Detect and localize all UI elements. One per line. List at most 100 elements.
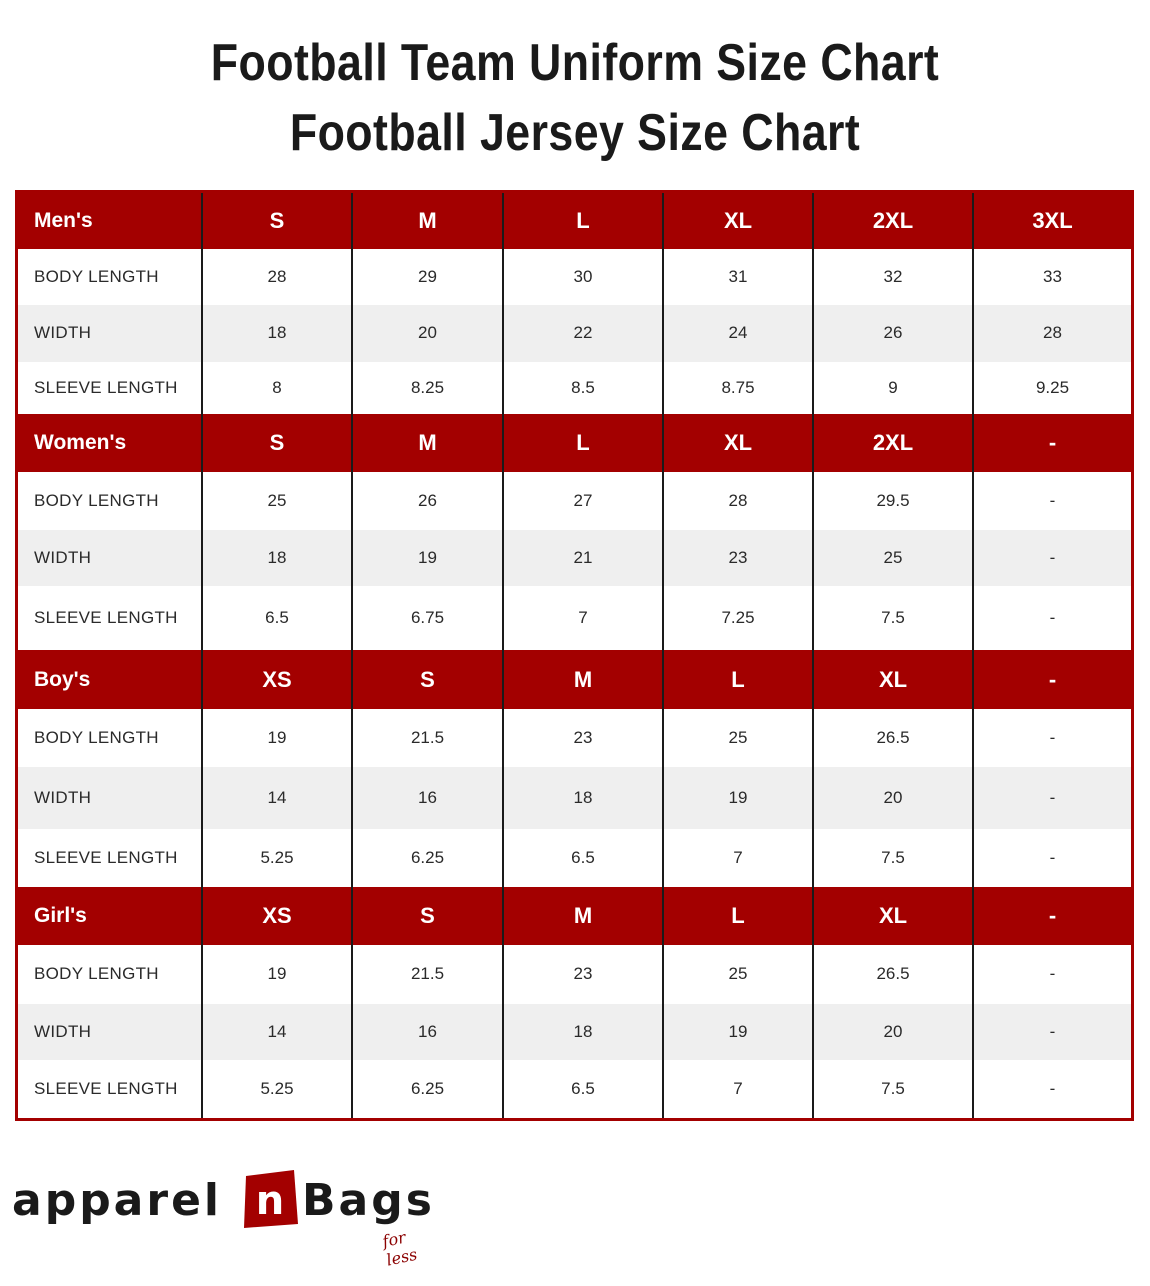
- measurement-value: 6.5: [502, 1059, 663, 1118]
- measurement-value: 7.5: [812, 1059, 973, 1118]
- size-header: S: [201, 413, 352, 472]
- measurement-value: 25: [662, 708, 813, 767]
- measurement-value: 33: [972, 249, 1131, 306]
- measurement-value: 8.25: [351, 361, 503, 414]
- size-header: S: [201, 193, 352, 250]
- logo-text-right: Bags: [302, 1175, 435, 1226]
- measurement-value: 7.25: [662, 586, 813, 651]
- size-header: 3XL: [972, 193, 1131, 250]
- size-header: -: [972, 413, 1131, 472]
- table-row: BODY LENGTH 19 21.5 23 25 26.5-: [18, 945, 1131, 1004]
- measurement-value: 28: [201, 249, 352, 306]
- brand-logo: apparel n Bags for less: [12, 1168, 442, 1270]
- measurement-value: 5.25: [201, 1059, 352, 1118]
- measurement-label: BODY LENGTH: [34, 964, 159, 984]
- size-header: S: [351, 887, 503, 946]
- measurement-value: 18: [502, 1003, 663, 1060]
- measurement-value: -: [972, 945, 1131, 1004]
- measurement-value: 26.5: [812, 708, 973, 767]
- section-header-row: Girl's XS S M L XL -: [18, 887, 1131, 946]
- measurement-value: 14: [201, 766, 352, 829]
- measurement-value: 19: [662, 1003, 813, 1060]
- measurement-value: 28: [662, 471, 813, 531]
- page-header: Football Team Uniform Size Chart Footbal…: [0, 28, 1150, 168]
- size-header: M: [502, 887, 663, 946]
- table-row: SLEEVE LENGTH 5.25 6.25 6.5 7 7.5-: [18, 828, 1131, 888]
- section-label: Men's: [18, 193, 202, 250]
- size-header: XS: [201, 650, 352, 709]
- size-header: L: [662, 650, 813, 709]
- size-header: XL: [662, 193, 813, 250]
- measurement-label: SLEEVE LENGTH: [34, 377, 178, 397]
- size-header: L: [502, 193, 663, 250]
- measurement-value: 26: [351, 471, 503, 531]
- measurement-label: BODY LENGTH: [34, 267, 159, 287]
- measurement-label: SLEEVE LENGTH: [34, 608, 178, 628]
- size-header: 2XL: [812, 413, 973, 472]
- measurement-label: WIDTH: [18, 530, 202, 587]
- page-subtitle: Football Jersey Size Chart: [289, 104, 861, 162]
- measurement-value: 23: [502, 945, 663, 1004]
- measurement-value: 7.5: [812, 586, 973, 651]
- measurement-value: -: [972, 766, 1131, 829]
- measurement-label: BODY LENGTH: [34, 490, 159, 510]
- measurement-value: 29: [351, 249, 503, 306]
- measurement-value: 9.25: [972, 361, 1131, 414]
- measurement-value: 18: [502, 766, 663, 829]
- measurement-value: 20: [812, 766, 973, 829]
- section-label: Girl's: [18, 887, 202, 946]
- measurement-label: SLEEVE LENGTH: [34, 1078, 178, 1098]
- measurement-value: 18: [201, 305, 352, 362]
- measurement-value: 19: [662, 766, 813, 829]
- logo-mark-letter: n: [256, 1178, 284, 1224]
- measurement-value: 32: [812, 249, 973, 306]
- measurement-value: -: [972, 828, 1131, 888]
- size-header: M: [502, 650, 663, 709]
- logo-tagline: for less: [380, 1227, 419, 1270]
- measurement-value: 28: [972, 305, 1131, 362]
- measurement-label: SLEEVE LENGTH: [34, 848, 178, 868]
- measurement-value: 19: [351, 530, 503, 587]
- measurement-value: 21.5: [351, 945, 503, 1004]
- measurement-value: 25: [662, 945, 813, 1004]
- table-row: WIDTH 14 16 18 19 20-: [18, 766, 1131, 829]
- page-title: Football Team Uniform Size Chart: [210, 34, 940, 92]
- measurement-value: -: [972, 586, 1131, 651]
- measurement-value: 6.5: [502, 828, 663, 888]
- measurement-value: 23: [662, 530, 813, 587]
- measurement-value: 7.5: [812, 828, 973, 888]
- measurement-value: 23: [502, 708, 663, 767]
- measurement-value: 6.5: [201, 586, 352, 651]
- measurement-value: 8.75: [662, 361, 813, 414]
- size-header: S: [351, 650, 503, 709]
- table-row: SLEEVE LENGTH 8 8.25 8.5 8.75 9 9.25: [18, 361, 1131, 414]
- measurement-value: 8: [201, 361, 352, 414]
- table-row: WIDTH 14 16 18 19 20-: [18, 1003, 1131, 1060]
- measurement-value: 26.5: [812, 945, 973, 1004]
- measurement-value: 19: [201, 945, 352, 1004]
- size-chart: Men's S M L XL 2XL 3XL BODY LENGTH 28 29 30 31 32 33 W…: [15, 190, 1134, 1121]
- section-header-row: Men's S M L XL 2XL 3XL: [18, 193, 1131, 250]
- measurement-value: 24: [662, 305, 813, 362]
- measurement-value: 25: [201, 471, 352, 531]
- size-table-body: Men's S M L XL 2XL 3XL BODY LENGTH 28 29 30 31 32 33 W…: [18, 193, 1131, 1118]
- measurement-value: 19: [201, 708, 352, 767]
- measurement-value: -: [972, 1059, 1131, 1118]
- section-header-row: Women's S M L XL 2XL -: [18, 413, 1131, 472]
- measurement-value: 14: [201, 1003, 352, 1060]
- measurement-value: -: [972, 530, 1131, 587]
- section-header-row: Boy's XS S M L XL -: [18, 650, 1131, 709]
- measurement-value: 21.5: [351, 708, 503, 767]
- size-table: Men's S M L XL 2XL 3XL BODY LENGTH 28 29 30 31 32 33 W…: [18, 193, 1131, 1118]
- measurement-value: 6.25: [351, 828, 503, 888]
- measurement-value: 16: [351, 766, 503, 829]
- logo-mark-icon: n: [244, 1170, 298, 1228]
- measurement-label: BODY LENGTH: [34, 727, 159, 747]
- logo-text-left: apparel: [12, 1175, 222, 1226]
- size-header: M: [351, 413, 503, 472]
- measurement-value: 20: [351, 305, 503, 362]
- size-header: L: [662, 887, 813, 946]
- measurement-value: 26: [812, 305, 973, 362]
- size-header: L: [502, 413, 663, 472]
- section-label: Boy's: [18, 650, 202, 709]
